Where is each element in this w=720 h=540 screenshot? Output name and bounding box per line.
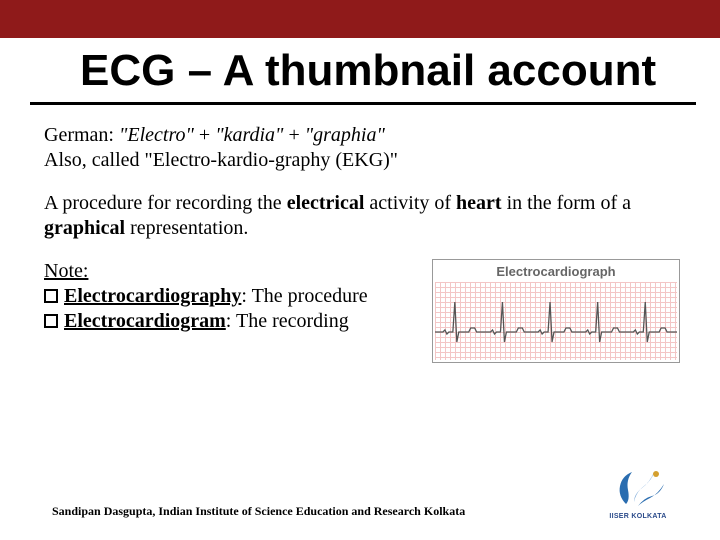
def-t3: in the form of a [502,192,631,214]
etym-sep1: + [194,124,215,146]
note-def-1: : The procedure [241,285,367,307]
slide-title: ECG – A thumbnail account [80,46,656,96]
note-label: Note: [44,259,420,284]
note-item-1-text: Electrocardiography: The procedure [64,284,368,309]
footer-credit: Sandipan Dasgupta, Indian Institute of S… [52,504,465,518]
def-t1: A procedure for recording the [44,192,287,214]
note-def-2: : The recording [226,310,349,332]
etym-part2: "kardia" [215,124,283,146]
note-text-block: Note: Electrocardiography: The procedure… [44,259,420,334]
ecg-graph-area [435,282,677,360]
ecg-trace-path [435,302,677,342]
header-accent-bar [0,0,720,38]
def-b3: graphical [44,217,125,239]
definition-block: A procedure for recording the electrical… [44,191,680,241]
bullet-square-icon [44,314,58,328]
ecg-widget-label: Electrocardiograph [433,260,679,282]
logo-graphic [606,464,670,518]
def-b1: electrical [287,192,365,214]
etym-sep2: + [283,124,304,146]
content-area: German: "Electro" + "kardia" + "graphia"… [0,105,720,363]
ecg-trace-svg [435,282,677,360]
def-b2: heart [456,192,502,214]
note-item-2-text: Electrocardiogram: The recording [64,309,349,334]
note-item-2: Electrocardiogram: The recording [44,309,420,334]
note-item-1: Electrocardiography: The procedure [44,284,420,309]
bullet-square-icon [44,289,58,303]
etymology-line-1: German: "Electro" + "kardia" + "graphia" [44,123,680,148]
etymology-block: German: "Electro" + "kardia" + "graphia"… [44,123,680,173]
def-t4: representation. [125,217,248,239]
def-t2: activity of [364,192,456,214]
title-container: ECG – A thumbnail account [30,38,696,105]
institute-logo: IISER KOLKATA [606,464,670,518]
note-row: Note: Electrocardiography: The procedure… [44,259,680,363]
note-term-2: Electrocardiogram [64,310,226,332]
etym-part3: "graphia" [305,124,385,146]
footer: Sandipan Dasgupta, Indian Institute of S… [52,464,670,518]
etymology-line-2: Also, called "Electro-kardio-graphy (EKG… [44,148,680,173]
ecg-widget: Electrocardiograph [432,259,680,363]
logo-text: IISER KOLKATA [606,513,670,520]
etym-part1: "Electro" [119,124,194,146]
etym-prefix: German: [44,124,119,146]
note-term-1: Electrocardiography [64,285,241,307]
